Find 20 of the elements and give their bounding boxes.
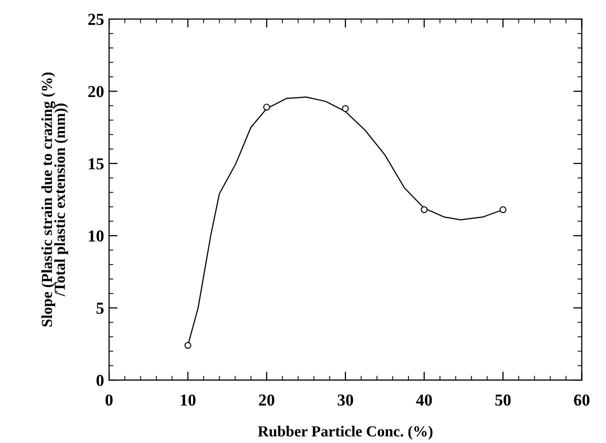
point	[342, 105, 349, 112]
point	[500, 206, 506, 214]
y-tick-label: 5	[96, 302, 104, 314]
x-tick-label: 50	[495, 394, 511, 406]
y-tick-label: 10	[88, 230, 104, 242]
x-tick-label: 20	[259, 394, 274, 406]
point	[420, 206, 428, 214]
x-axis-title: Rubber Particle Conc. (%)	[258, 426, 432, 440]
y-tick-label: 20	[88, 86, 104, 98]
x-tick-label: 30	[338, 394, 354, 406]
y-tick-label: 25	[88, 14, 104, 25]
point	[184, 342, 192, 349]
x-tick-label: 60	[574, 394, 590, 406]
x-tick-label: 0	[106, 394, 113, 406]
point	[263, 104, 270, 111]
x-tick-label: 40	[416, 394, 432, 406]
x-tick-label: 10	[180, 394, 196, 406]
y-tick-label: 15	[88, 158, 104, 170]
y-axis-title: Slope (Plastic strain due to crazing (%) /Total plastic extension (mm))	[41, 72, 68, 326]
y-tick-label: 0	[96, 374, 104, 386]
